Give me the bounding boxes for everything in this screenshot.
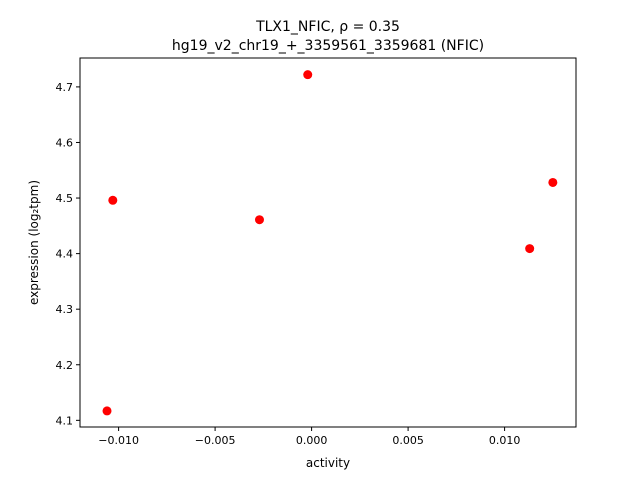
- x-tick-label: 0.010: [489, 434, 521, 447]
- data-point: [254, 215, 264, 225]
- y-tick-label: 4.3: [56, 303, 74, 316]
- y-tick-label: 4.5: [56, 192, 74, 205]
- chart-title-line1: TLX1_NFIC, ρ = 0.35: [255, 19, 400, 35]
- x-tick-label: 0.000: [296, 434, 328, 447]
- data-point: [102, 406, 112, 416]
- y-tick-label: 4.7: [56, 81, 74, 94]
- y-axis-label: expression (log₂tpm): [27, 180, 41, 305]
- y-tick-label: 4.6: [56, 136, 74, 149]
- plot-area-frame: [79, 57, 577, 428]
- data-point: [525, 244, 535, 254]
- y-axis-ticks: 4.1 4.2 4.3 4.4 4.5 4.6 4.7: [56, 81, 80, 427]
- data-point: [108, 195, 118, 205]
- data-points: [102, 70, 558, 416]
- y-tick-label: 4.2: [56, 359, 74, 372]
- data-point: [303, 70, 313, 80]
- y-tick-label: 4.4: [56, 248, 74, 261]
- x-tick-label: 0.005: [392, 434, 424, 447]
- x-tick-label: −0.005: [195, 434, 236, 447]
- x-axis-ticks: −0.010 −0.005 0.000 0.005 0.010: [98, 427, 520, 447]
- y-tick-label: 4.1: [56, 414, 74, 427]
- x-tick-label: −0.010: [98, 434, 139, 447]
- chart-title-line2: hg19_v2_chr19_+_3359561_3359681 (NFIC): [172, 38, 484, 54]
- data-point: [548, 177, 558, 187]
- x-axis-label: activity: [306, 456, 350, 470]
